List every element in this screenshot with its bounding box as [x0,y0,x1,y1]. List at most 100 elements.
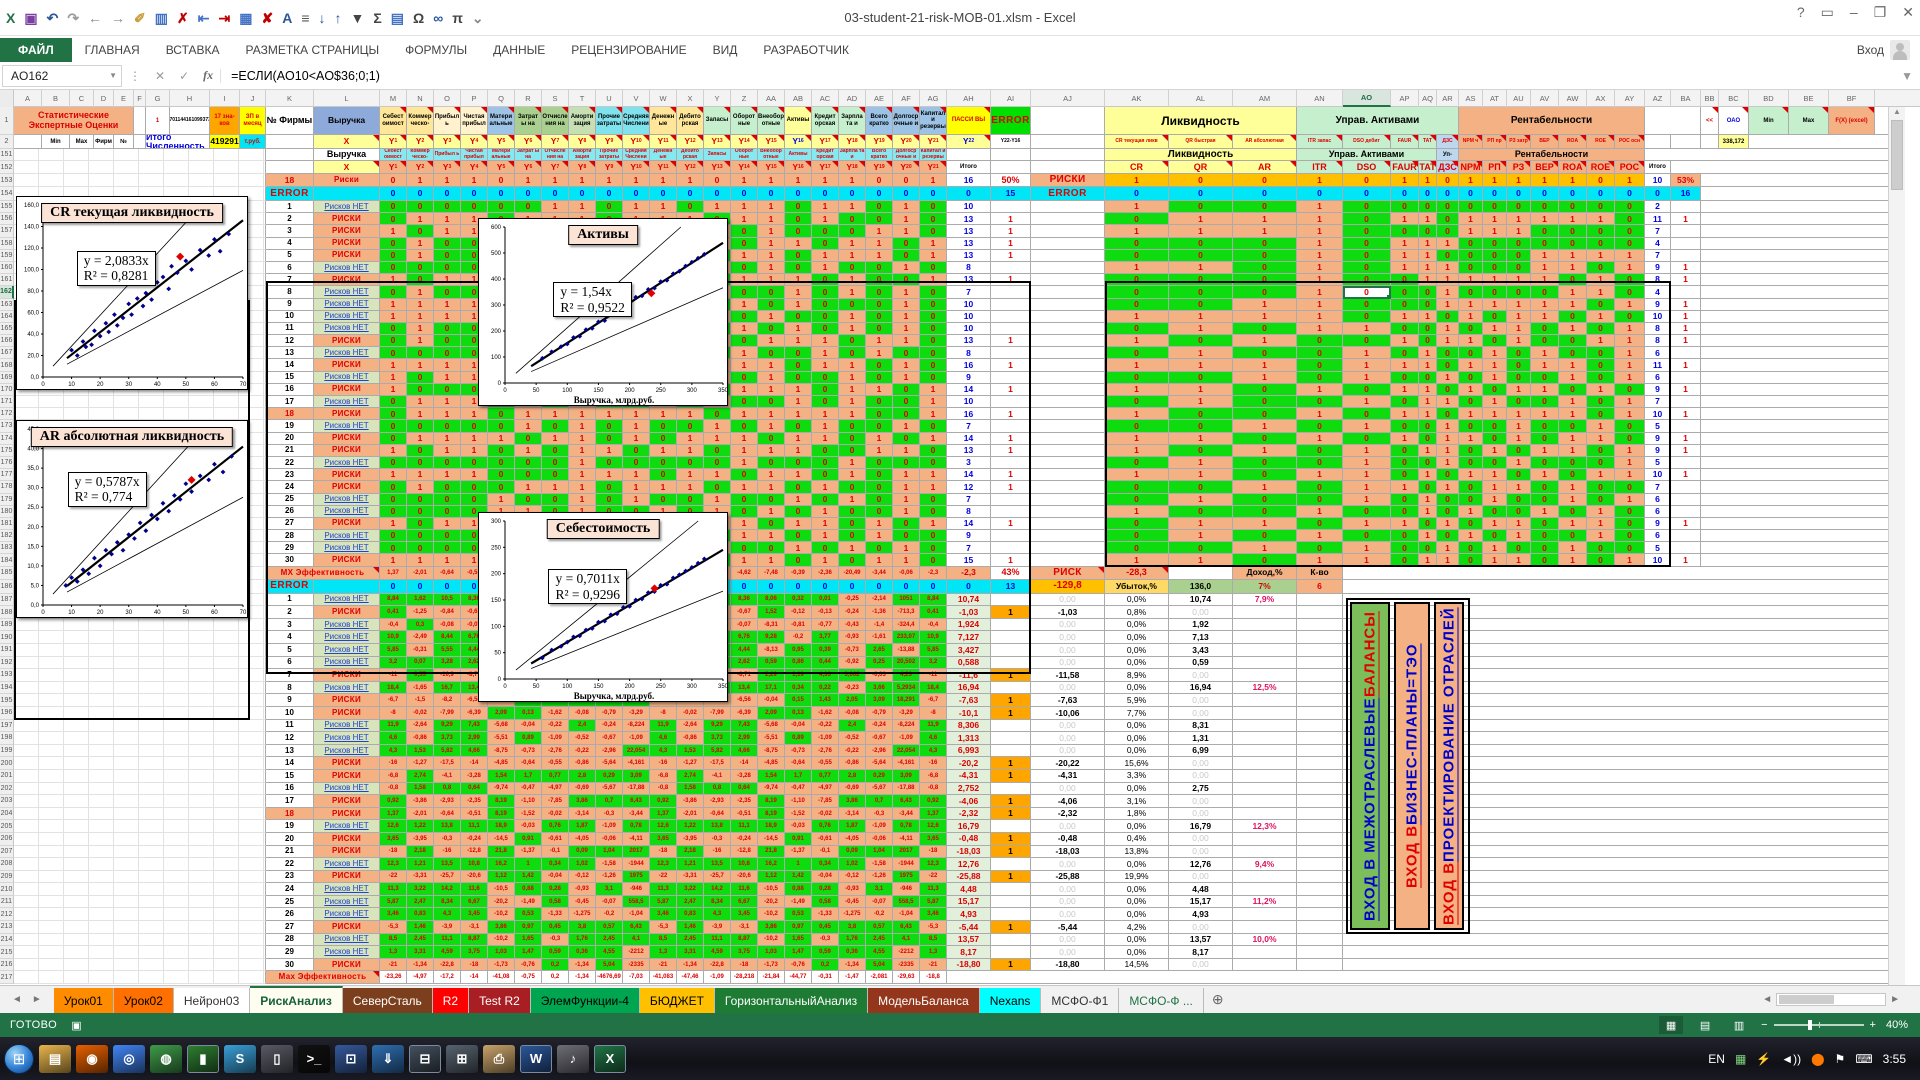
right-matrix-cell[interactable]: 0 [1587,359,1615,372]
right-matrix-cell[interactable]: 1 [1531,469,1559,482]
numeric-cell[interactable]: -3,86 [407,795,434,808]
matrix-cell[interactable]: 0 [839,505,866,518]
right-matrix-cell[interactable]: 0 [1105,396,1169,409]
matrix-cell[interactable]: 1 [434,298,461,311]
start-button[interactable]: ⊞ [4,1043,34,1074]
matrix-cell[interactable]: 0 [380,542,407,555]
matrix-cell[interactable]: 0 [839,481,866,494]
numeric-cell[interactable]: 1,3 [380,946,407,959]
numeric-cell[interactable]: 2,09 [758,706,785,720]
numeric-cell[interactable]: -1,52 [785,807,812,821]
column-header-D[interactable]: D [94,90,114,107]
matrix-cell[interactable]: 1 [785,469,812,482]
numeric-cell[interactable]: 2,74 [407,769,434,783]
matrix-cell[interactable]: 1 [731,298,758,311]
cell[interactable] [1031,261,1105,275]
right-matrix-cell[interactable]: 0 [1483,432,1507,445]
right-matrix-cell[interactable]: 1 [1559,396,1587,409]
numeric-cell[interactable]: 2,47 [677,895,704,909]
num-row-number[interactable]: 22 [266,858,314,871]
numeric-cell[interactable]: -0,02 [542,807,569,821]
cell[interactable] [1031,107,1105,135]
right-matrix-cell[interactable]: 1 [1437,286,1459,299]
matrix-cell[interactable]: 1 [461,408,488,421]
num-ubytok[interactable]: 0,0% [1105,908,1169,922]
right-matrix-cell[interactable]: 1 [1559,261,1587,275]
matrix-cell[interactable]: 1 [812,261,839,275]
right-matrix-cell[interactable]: 0 [1437,359,1459,372]
matrix-cell[interactable]: 0 [866,213,893,226]
right-matrix-cell[interactable]: 1 [1459,274,1483,287]
matrix-cell[interactable]: 0 [812,542,839,555]
numeric-cell[interactable]: 8,36 [731,593,758,607]
matrix-cell[interactable]: 1 [758,383,785,396]
numeric-cell[interactable]: 4,44 [731,644,758,657]
right-matrix-cell[interactable]: 1 [1437,432,1459,445]
firm-risk-label[interactable]: Рисков НЕТ [314,371,380,384]
numeric-cell[interactable]: 5,04 [596,958,623,972]
numeric-cell[interactable]: 1,21 [407,858,434,871]
numeric-cell[interactable]: -21 [380,958,407,972]
error-cell[interactable]: 0 [461,187,488,201]
right-matrix-cell[interactable]: 0 [1297,444,1343,457]
matrix-cell[interactable]: 1 [893,444,920,457]
column-header-X[interactable]: X [677,90,704,107]
right-matrix-cell[interactable]: 1 [1233,517,1297,531]
right-matrix-cell[interactable]: 0 [1419,225,1437,238]
firm-flag[interactable] [991,347,1031,360]
numeric-cell[interactable]: -3,95 [407,832,434,846]
num-dohod[interactable] [1233,946,1297,959]
matrix-cell[interactable]: 0 [866,298,893,311]
matrix-cell[interactable]: 1 [812,347,839,360]
numeric-cell[interactable]: -1,49 [515,895,542,909]
num-ubytok[interactable]: 1,8% [1105,807,1169,821]
right-matrix-cell[interactable]: 0 [1437,493,1459,506]
num-risk-value[interactable]: -11,58 [1031,669,1105,682]
matrix-cell[interactable]: 0 [866,274,893,287]
row-header-163[interactable]: 163 [0,298,14,311]
num-flag[interactable]: 1 [991,769,1031,783]
num-dohod[interactable] [1233,757,1297,770]
risk-row-cell[interactable]: 0 [704,174,731,187]
num-green-value[interactable]: 16,79 [1169,820,1233,833]
numeric-cell[interactable]: -18 [650,845,677,859]
matrix-cell[interactable]: 0 [434,420,461,433]
right-matrix-cell[interactable]: 0 [1419,286,1437,299]
numeric-cell[interactable]: -946 [893,883,920,896]
num-dohod[interactable]: 9,4% [1233,858,1297,871]
firm-right-flag[interactable] [1671,493,1701,506]
right-matrix-cell[interactable]: 0 [1343,225,1391,238]
num-risk-value[interactable]: 0,00 [1031,744,1105,758]
matrix-cell[interactable]: 0 [596,481,623,494]
add-sheet-icon[interactable]: ⊕ [1211,991,1224,1007]
right-matrix-cell[interactable]: 0 [1437,530,1459,543]
right-matrix-cell[interactable]: 1 [1587,517,1615,531]
firm-right-flag[interactable]: 1 [1671,274,1701,287]
right-matrix-cell[interactable]: 0 [1391,396,1419,409]
numeric-cell[interactable]: 1,54 [758,769,785,783]
right-matrix-cell[interactable]: 1 [1559,444,1587,457]
num-ubytok[interactable]: 0,0% [1105,644,1169,657]
right-matrix-cell[interactable]: 1 [1483,493,1507,506]
right-matrix-cell[interactable]: 0 [1587,225,1615,238]
right-matrix-cell[interactable]: 0 [1297,371,1343,384]
matrix-cell[interactable]: 0 [434,493,461,506]
numeric-cell[interactable]: -0,93 [839,883,866,896]
column-header-E[interactable]: E [114,90,134,107]
num-risk-label[interactable]: РИСКИ [314,807,380,821]
right-matrix-cell[interactable]: 1 [1437,481,1459,494]
right-matrix-cell[interactable]: 1 [1483,481,1507,494]
firm-right-flag[interactable]: 1 [1671,444,1701,457]
risk-row-right-cell[interactable]: 1 [1419,174,1437,187]
right-matrix-cell[interactable]: 1 [1419,469,1437,482]
num-ubytok[interactable]: 0,0% [1105,858,1169,871]
num-risk-label[interactable]: Рисков НЕТ [314,782,380,796]
right-matrix-cell[interactable]: 0 [1483,237,1507,250]
namebox-dropdown-icon[interactable]: ▼ [109,71,117,80]
error2-cell[interactable]: 0 [920,579,947,594]
num-flag[interactable] [991,908,1031,922]
right-matrix-cell[interactable]: 0 [1105,530,1169,543]
firm-right-itog[interactable]: 10 [1645,408,1671,421]
numeric-cell[interactable]: -3,9 [704,921,731,934]
page-break-view-icon[interactable]: ▥ [1733,1019,1745,1032]
